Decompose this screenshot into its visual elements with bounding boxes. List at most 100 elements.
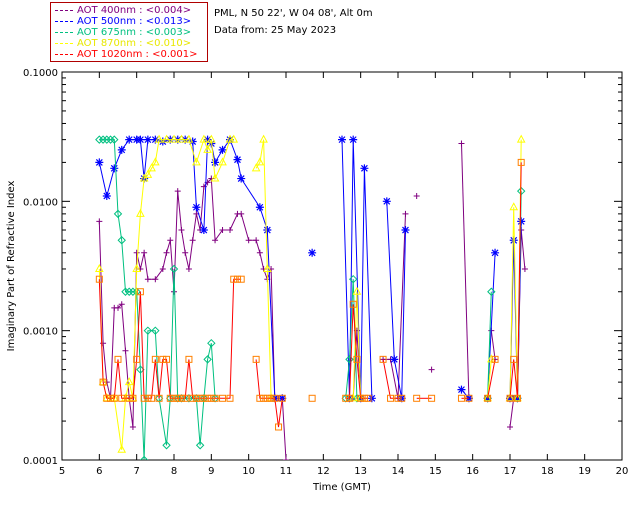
data-point-aot400 [182,249,189,256]
legend-swatch-1020 [55,53,73,55]
series-line-aot500 [386,201,406,399]
data-point-aot400 [163,249,170,256]
data-point-aot675 [121,287,130,296]
series-line-aot1020 [509,162,522,399]
data-point-aot500 [237,174,246,183]
data-point-aot1020 [136,288,144,296]
data-point-aot1020 [151,355,159,363]
data-point-aot870 [348,393,358,402]
data-point-aot675 [102,135,112,144]
data-point-aot675 [113,209,123,219]
data-point-aot500 [509,236,518,245]
data-point-aot1020 [181,394,189,402]
data-point-aot870 [162,134,171,143]
legend: AOT 400nm : <0.004> AOT 500nm : <0.013> … [50,2,208,62]
x-tick-label-17: 17 [504,466,517,477]
data-point-aot1020 [219,394,227,402]
data-point-aot400 [178,227,185,234]
data-point-aot400 [458,140,465,147]
legend-item-870: AOT 870nm : <0.010> [55,38,191,49]
series-line-aot1020 [487,359,496,399]
x-tick-label-7: 7 [133,466,139,477]
data-point-aot1020 [114,355,122,363]
data-point-aot400 [428,366,435,373]
data-point-aot870 [177,134,186,143]
data-point-aot500 [491,248,500,257]
data-point-aot1020 [387,394,395,402]
data-point-aot870 [513,393,522,402]
data-point-aot400 [189,237,196,244]
legend-label-500: AOT 500nm : <0.013> [77,16,192,27]
data-point-aot675 [139,455,149,460]
legend-swatch-675 [55,31,73,33]
data-point-aot1020 [484,394,492,402]
data-point-aot870 [124,377,134,386]
data-point-aot500 [151,135,160,144]
data-point-aot675 [348,274,358,284]
legend-item-675: AOT 675nm : <0.003> [55,27,191,38]
x-tick-label-9: 9 [208,466,214,477]
x-tick-label-5: 5 [59,466,65,477]
data-point-aot1020 [99,378,107,386]
data-point-aot500 [390,355,399,364]
data-point-aot870 [352,286,362,295]
data-point-aot675 [128,287,138,296]
data-point-aot500 [110,164,119,173]
data-point-aot675 [106,135,115,144]
data-point-aot870 [154,134,164,143]
data-point-aot500 [367,394,376,403]
data-point-aot675 [132,287,141,296]
data-point-aot400 [159,265,166,272]
data-point-aot1020 [465,394,473,402]
data-point-aot870 [505,393,515,402]
data-point-aot870 [143,169,153,178]
y-tick-label-0.0010: 0.0010 [23,327,58,338]
legend-item-500: AOT 500nm : <0.013> [55,16,191,27]
data-point-aot500 [457,385,466,394]
data-point-aot870 [94,263,104,272]
data-point-aot870 [206,134,216,143]
data-point-aot870 [102,393,112,402]
data-point-aot1020 [211,394,219,402]
data-point-aot870 [255,157,265,166]
data-point-aot1020 [252,355,260,363]
data-point-aot675 [345,355,354,364]
x-tick-label-18: 18 [541,466,554,477]
data-point-aot400 [171,288,177,295]
data-point-aot400 [115,304,121,311]
series-line-aot500 [341,139,373,399]
legend-item-400: AOT 400nm : <0.004> [55,5,191,16]
data-point-aot400 [413,192,420,199]
series-line-aot870 [487,359,492,399]
data-point-aot870 [128,393,138,402]
data-point-aot500 [263,226,272,235]
data-point-aot1020 [107,394,115,402]
data-point-aot1020 [95,275,103,283]
data-point-aot1020 [118,394,126,402]
data-point-aot1020 [353,355,361,363]
data-point-aot400 [507,423,513,430]
data-point-aot1020 [207,394,215,402]
data-point-aot500 [203,135,212,144]
plot-frame [61,71,623,461]
data-point-aot870 [251,163,261,172]
data-point-aot1020 [140,394,148,402]
data-point-aot1020 [200,394,208,402]
data-point-aot675 [516,186,526,196]
data-point-aot675 [98,135,108,144]
data-point-aot1020 [345,394,353,402]
location-text: PML, N 50 22', W 04 08', Alt 0m [214,8,373,19]
data-point-aot400 [238,210,245,217]
data-point-aot870 [516,134,526,143]
data-point-aot1020 [263,394,271,402]
x-tick-label-13: 13 [354,466,367,477]
date-text: Data from: 25 May 2023 [214,25,337,36]
data-point-aot1020 [357,394,365,402]
data-point-aot1020 [159,355,167,363]
data-point-aot870 [136,208,145,217]
data-point-aot675 [110,135,119,144]
data-point-aot1020 [185,355,193,363]
data-point-aot1020 [230,275,238,283]
data-point-aot675 [162,441,171,450]
series-line-aot400 [490,330,496,360]
